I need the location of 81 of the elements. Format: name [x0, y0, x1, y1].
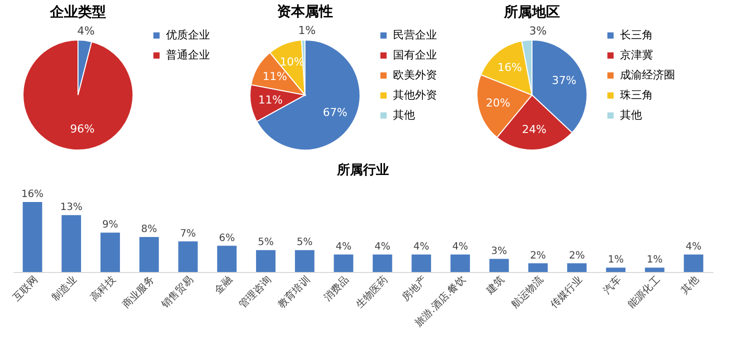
pie-slice — [22, 40, 134, 150]
chart-title: 所属行业 — [336, 162, 389, 178]
data-label: 7% — [180, 228, 196, 240]
x-tick-label: 互联网 — [10, 274, 40, 304]
data-label: 2% — [530, 250, 546, 262]
data-label: 3% — [529, 24, 547, 38]
bar — [178, 241, 198, 272]
data-label: 2% — [568, 250, 585, 262]
legend-label: 优质企业 — [166, 28, 210, 42]
bar — [567, 263, 587, 272]
data-label: 4% — [77, 24, 95, 38]
data-label: 4% — [413, 242, 430, 252]
chart-title: 所属地区 — [503, 4, 560, 20]
legend-label: 普通企业 — [166, 48, 210, 62]
data-label: 11% — [262, 70, 288, 84]
data-label: 20% — [486, 96, 510, 110]
x-tick-label: 能源化工 — [626, 274, 662, 311]
bar — [528, 263, 548, 272]
bar — [294, 250, 314, 272]
data-label: 5% — [296, 237, 313, 248]
data-label: 9% — [102, 220, 118, 231]
bar — [606, 268, 626, 272]
x-tick-label: 传媒行业 — [548, 274, 585, 311]
data-label: 1% — [646, 254, 663, 266]
chart-title: 资本属性 — [277, 4, 333, 20]
chart-title: 企业类型 — [49, 4, 106, 21]
data-label: 6% — [218, 232, 235, 244]
data-label: 4% — [686, 242, 702, 252]
x-tick-label: 金融 — [212, 274, 235, 296]
legend-label: 珠三角 — [620, 88, 653, 102]
legend-label: 其他 — [393, 108, 415, 122]
legend-label: 其他 — [620, 108, 642, 122]
data-label: 16% — [497, 61, 522, 74]
legend-label: 长三角 — [620, 28, 653, 42]
bar — [334, 254, 354, 272]
x-tick-label: 商业服务 — [120, 274, 157, 311]
legend-label: 京津冀 — [620, 48, 653, 62]
legend-label: 民营企业 — [393, 28, 437, 42]
legend-label: 国有企业 — [393, 48, 437, 62]
data-label: 1% — [608, 254, 624, 266]
bar — [684, 254, 704, 272]
data-label: 4% — [374, 242, 390, 252]
x-tick-label: 制造业 — [49, 274, 80, 304]
x-tick-label: 高科技 — [88, 274, 118, 304]
legend-label: 其他外资 — [393, 88, 437, 102]
bar — [372, 254, 392, 272]
legend-label: 欧美外资 — [393, 68, 437, 82]
data-label: 24% — [522, 122, 546, 136]
data-label: 5% — [258, 237, 274, 248]
bar — [256, 250, 276, 272]
bar — [62, 215, 82, 272]
data-label: 4% — [452, 242, 468, 252]
x-tick-label: 房地产 — [399, 274, 430, 304]
data-label: 4% — [336, 242, 352, 252]
data-label: 96% — [70, 122, 95, 136]
x-tick-label: 汽车 — [600, 274, 624, 296]
x-tick-label: 消费品 — [322, 274, 352, 304]
x-tick-label: 航运物流 — [509, 274, 546, 311]
x-tick-label: 其他 — [678, 274, 702, 296]
x-tick-label: 销售贸易 — [158, 274, 196, 312]
x-tick-label: 管理咨询 — [236, 274, 274, 311]
data-label: 13% — [60, 202, 82, 214]
data-label: 1% — [298, 24, 316, 38]
bar — [139, 237, 159, 272]
bar — [450, 254, 470, 272]
data-label: 37% — [552, 74, 576, 88]
data-label: 3% — [491, 246, 508, 257]
bar — [489, 258, 509, 272]
x-tick-label: 生物医药 — [353, 274, 390, 311]
x-tick-label: 建筑 — [484, 274, 507, 298]
data-label: 11% — [258, 93, 283, 106]
bar — [22, 202, 42, 272]
data-label: 67% — [322, 106, 348, 119]
bar — [217, 246, 237, 272]
bar — [644, 268, 664, 272]
data-label: 16% — [21, 189, 44, 200]
legend-label: 成渝经济圈 — [620, 68, 675, 82]
bar — [100, 232, 120, 272]
x-tick-label: 教育培训 — [276, 274, 312, 311]
data-label: 8% — [141, 224, 158, 235]
bar — [412, 254, 432, 272]
